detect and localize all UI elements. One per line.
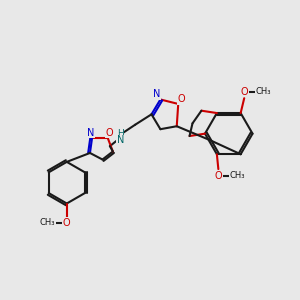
Text: O: O — [106, 128, 113, 138]
Text: O: O — [214, 171, 222, 181]
Text: O: O — [63, 218, 70, 228]
Text: CH₃: CH₃ — [40, 218, 55, 227]
Text: N: N — [87, 128, 94, 138]
Text: O: O — [178, 94, 186, 104]
Text: N: N — [117, 135, 124, 145]
Text: CH₃: CH₃ — [256, 87, 271, 96]
Text: CH₃: CH₃ — [230, 171, 245, 180]
Text: O: O — [240, 87, 248, 97]
Text: H: H — [117, 129, 124, 138]
Text: N: N — [153, 89, 160, 99]
